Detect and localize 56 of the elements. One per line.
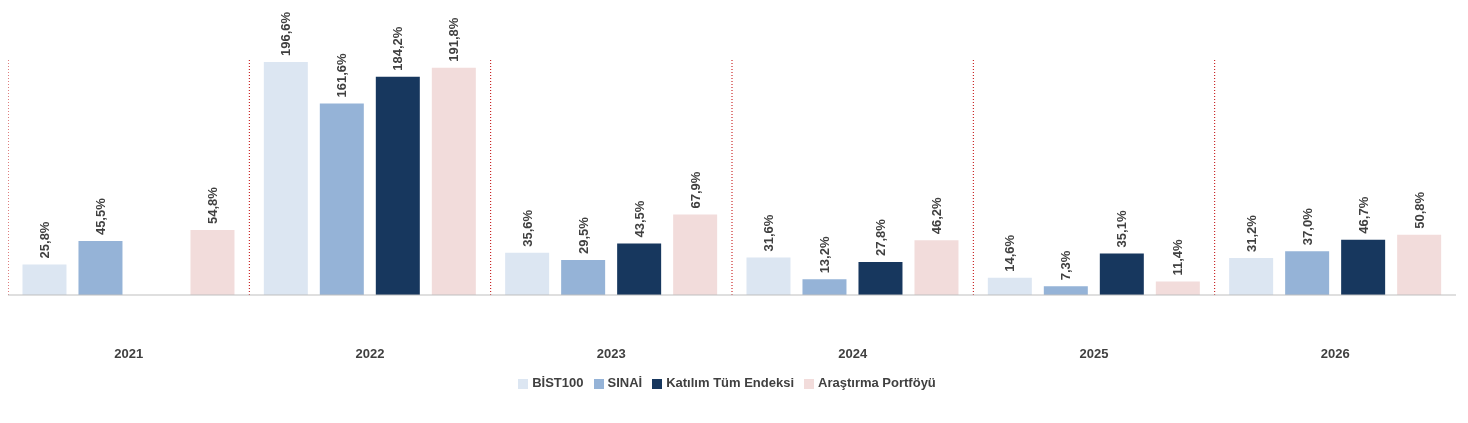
data-label: 25,8% xyxy=(36,221,52,259)
bar xyxy=(1341,239,1386,295)
bar xyxy=(375,76,420,295)
data-label: 46,7% xyxy=(1355,196,1371,234)
bar xyxy=(78,241,123,295)
bar xyxy=(190,230,235,295)
data-label: 54,8% xyxy=(204,186,220,225)
data-label: 43,5% xyxy=(631,200,647,238)
bar xyxy=(1043,286,1088,295)
data-label: 27,8% xyxy=(872,218,888,257)
legend-label: BİST100 xyxy=(532,375,584,390)
x-tick-label: 2022 xyxy=(355,346,385,362)
data-label: 46,2% xyxy=(928,196,944,235)
bar xyxy=(802,279,847,295)
bar xyxy=(561,260,606,295)
bar xyxy=(987,277,1032,295)
bar xyxy=(673,214,718,295)
bar xyxy=(1155,281,1200,295)
legend-label: Katılım Tüm Endeksi xyxy=(666,375,795,390)
bar xyxy=(263,62,308,295)
bar xyxy=(505,252,550,295)
data-label: 35,1% xyxy=(1114,210,1130,248)
bar xyxy=(1099,253,1144,295)
bar xyxy=(617,243,662,295)
legend-label: Araştırma Portföyü xyxy=(818,375,936,390)
data-label: 31,2% xyxy=(1243,214,1259,253)
data-label: 37,0% xyxy=(1299,207,1315,246)
data-label: 31,6% xyxy=(760,214,776,252)
data-label: 7,3% xyxy=(1058,250,1074,281)
bar xyxy=(1229,258,1274,295)
data-label: 50,8% xyxy=(1411,191,1427,229)
data-label: 29,5% xyxy=(575,216,591,255)
bar xyxy=(914,240,959,295)
data-label: 45,5% xyxy=(92,197,108,236)
data-label: 14,6% xyxy=(1002,234,1018,272)
data-label: 184,2% xyxy=(390,26,406,71)
data-label: 13,2% xyxy=(816,236,832,274)
data-label: 35,6% xyxy=(519,209,535,247)
data-label: 196,6% xyxy=(278,11,294,57)
bar xyxy=(431,67,476,295)
bar xyxy=(746,257,791,295)
bar xyxy=(858,262,903,295)
x-tick-label: 2026 xyxy=(1320,346,1350,362)
data-label: 11,4% xyxy=(1170,238,1186,276)
x-tick-label: 2023 xyxy=(596,346,626,362)
bar xyxy=(1285,251,1330,295)
x-tick-label: 2021 xyxy=(114,346,144,362)
legend-label: SINAİ xyxy=(607,375,643,390)
bar xyxy=(319,103,364,295)
bar xyxy=(22,264,67,295)
data-label: 67,9% xyxy=(687,171,703,209)
data-label: 191,8% xyxy=(446,17,462,62)
x-tick-label: 2025 xyxy=(1079,346,1109,362)
data-label: 161,6% xyxy=(334,52,350,98)
x-tick-label: 2024 xyxy=(838,346,868,362)
bar xyxy=(1397,234,1442,295)
